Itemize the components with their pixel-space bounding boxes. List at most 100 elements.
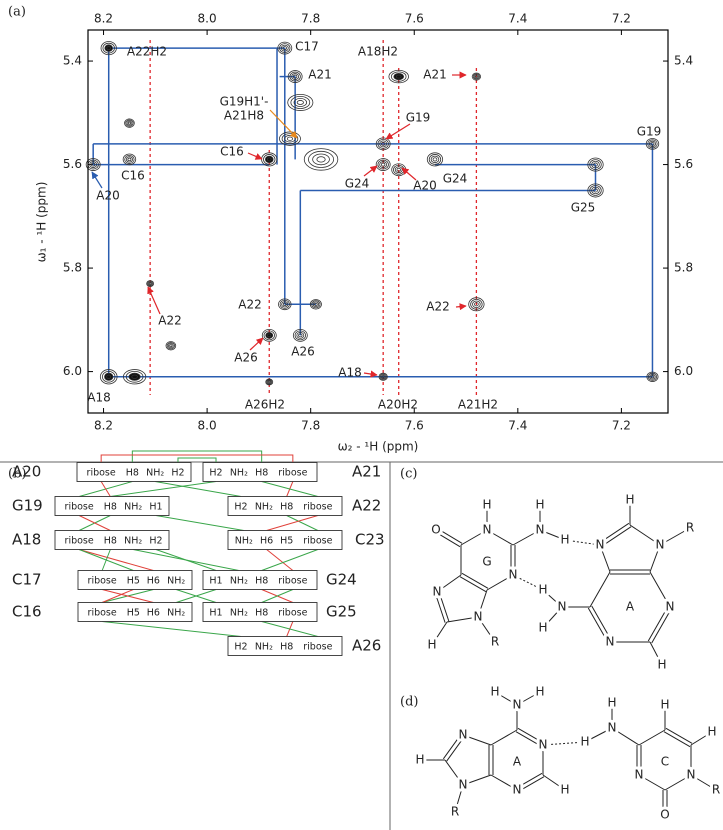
contour <box>102 370 116 383</box>
bond <box>431 621 448 646</box>
contour <box>589 159 602 170</box>
contour <box>648 140 657 147</box>
annotation: A21H8 <box>224 109 264 123</box>
atom-label: N <box>509 568 518 582</box>
bond <box>461 572 489 589</box>
proton-box <box>202 602 318 622</box>
peak <box>165 341 177 351</box>
annotation: G25 <box>571 201 596 215</box>
proton-label: ribose <box>88 576 117 587</box>
atom-label: H <box>580 735 589 749</box>
bond <box>516 691 541 706</box>
atom-label: R <box>491 635 499 649</box>
peak <box>287 93 314 111</box>
residue-label: A26 <box>352 637 381 655</box>
bond <box>647 605 669 642</box>
contour <box>106 46 112 51</box>
proton-box <box>202 570 318 590</box>
arrow <box>249 337 264 351</box>
contour <box>375 158 391 171</box>
contour <box>277 41 293 55</box>
x-tick-label: 7.8 <box>301 12 320 26</box>
hydrogen-bond <box>542 741 586 746</box>
arrow <box>91 171 103 189</box>
contour <box>589 185 602 196</box>
annotation: A18 <box>87 391 110 405</box>
bond <box>649 571 671 608</box>
annotation: A20 <box>413 179 436 193</box>
atom-label: N <box>513 698 522 712</box>
contour <box>292 74 298 79</box>
atom-label: O <box>660 808 669 822</box>
atom-label: O <box>431 523 440 537</box>
contour <box>147 280 154 287</box>
contour <box>587 157 604 172</box>
contour <box>166 342 175 350</box>
contour <box>293 98 308 107</box>
contour <box>379 373 387 380</box>
contour <box>292 328 308 342</box>
bond <box>434 531 461 548</box>
contour <box>125 156 133 163</box>
contour <box>474 302 479 307</box>
contour <box>377 138 389 149</box>
contour <box>294 330 306 341</box>
peak <box>99 369 118 385</box>
proton-box <box>202 462 318 482</box>
x-tick-label: 8.2 <box>94 419 113 433</box>
proton-box <box>77 602 193 622</box>
arrow <box>363 165 378 177</box>
annotation: A22 <box>426 300 449 314</box>
x-tick-label: 7.2 <box>612 419 631 433</box>
contour <box>280 44 289 52</box>
contour <box>471 72 481 81</box>
noe-line <box>100 454 294 463</box>
proton-label: NH₂ <box>124 502 142 513</box>
bond <box>542 589 563 608</box>
arrow <box>455 303 467 311</box>
contour <box>287 70 303 83</box>
x-tick-label: 8.2 <box>94 12 113 26</box>
proton-box <box>227 496 343 516</box>
contour <box>266 157 272 162</box>
annotation: C16 <box>121 169 145 183</box>
contour <box>127 157 132 162</box>
y-tick-label: 5.8 <box>63 261 82 275</box>
contour <box>267 333 272 338</box>
annotation: A21 <box>423 68 446 82</box>
atom-label: N <box>459 728 468 742</box>
bond <box>462 734 492 746</box>
contour <box>106 374 112 379</box>
noe-line <box>177 457 217 463</box>
atom-label: N <box>483 523 492 537</box>
contour <box>312 153 330 166</box>
residue-label: A18 <box>12 531 41 549</box>
bond <box>651 607 673 644</box>
proton-label: H8 <box>280 502 293 513</box>
contour <box>377 159 389 170</box>
contour <box>287 93 314 111</box>
proton-label: ribose <box>65 502 94 513</box>
peak <box>100 41 117 56</box>
peak <box>292 328 308 342</box>
atom-label: N <box>536 523 545 537</box>
bond <box>515 772 543 789</box>
x-tick-label: 8.0 <box>198 12 217 26</box>
proton-label: NH₂ <box>146 468 164 479</box>
contour <box>263 330 275 341</box>
noe-line <box>261 549 319 571</box>
bond <box>444 759 464 786</box>
y-tick-label: 5.4 <box>674 54 693 68</box>
contour <box>309 299 322 310</box>
proton-label: H1 <box>209 576 222 587</box>
atom-label: N <box>433 585 442 599</box>
proton-label: ribose <box>303 502 332 513</box>
proton-label: H8 <box>104 502 117 513</box>
contour <box>131 374 138 379</box>
annotation: A21 <box>308 68 331 82</box>
bond <box>599 544 611 573</box>
proton-label: ribose <box>303 642 332 653</box>
proton-label: H5 <box>280 536 293 547</box>
